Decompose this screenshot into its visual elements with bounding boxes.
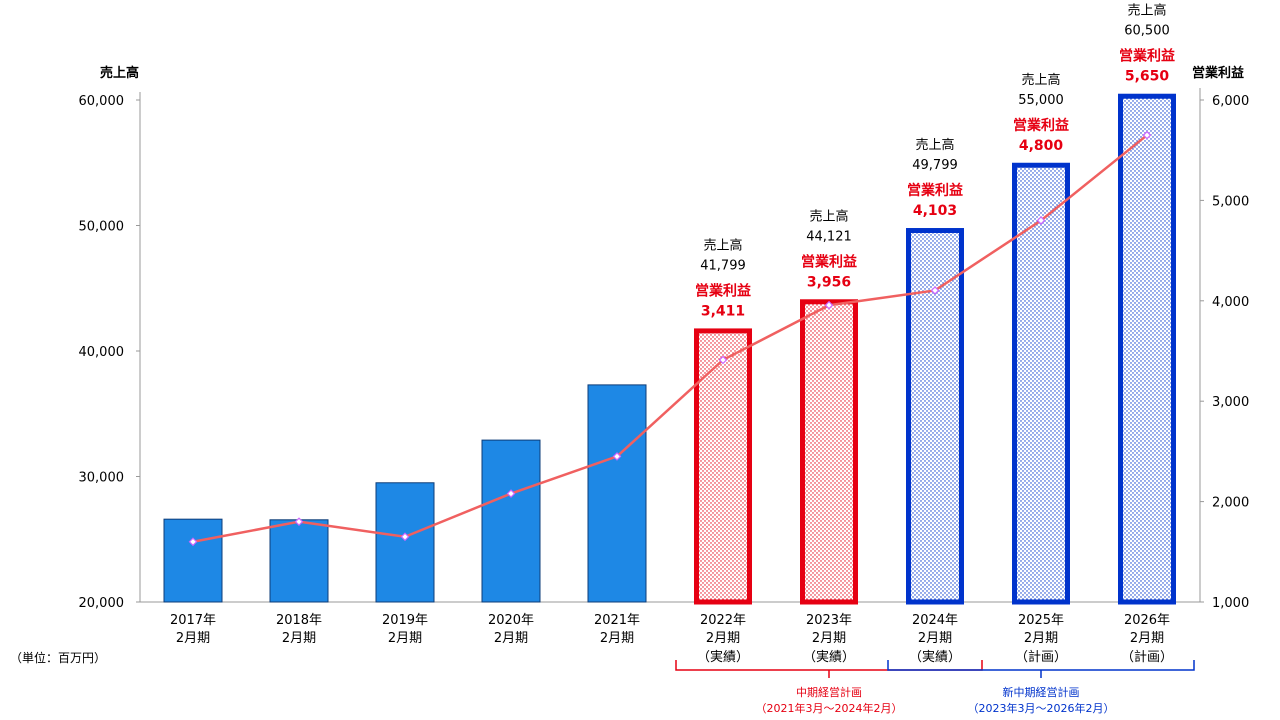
sales-bar xyxy=(481,439,541,603)
category-period: 2月期 xyxy=(494,631,528,646)
right-axis-title: 営業利益 xyxy=(1192,65,1244,81)
category-period: 2月期 xyxy=(388,631,422,646)
category-year: 2025年 xyxy=(1018,613,1064,628)
sales-bar xyxy=(163,518,223,603)
plan-brackets: 中期経営計画 （2021年3月～2024年2月） 新中期経営計画 （2023年3月～2… xyxy=(675,660,1195,715)
profit-value-label: 3,411 xyxy=(701,303,745,319)
profit-value-label: 4,800 xyxy=(1019,138,1064,154)
sales-value-label: 55,000 xyxy=(1018,93,1064,108)
category-status: （計画） xyxy=(1015,649,1067,665)
sales-value-label: 44,121 xyxy=(806,229,852,244)
category-labels: 2017年 2月期 2018年 2月期 2019年 2月期 2020年 2月期 2021年 2月期… xyxy=(170,613,1173,665)
category-period: 2月期 xyxy=(282,631,316,646)
sales-title-label: 売上高 xyxy=(809,208,848,224)
right-axis-ticks: 1,000 2,000 3,000 4,000 5,000 6,000 xyxy=(1200,94,1249,611)
left-tick-label: 60,000 xyxy=(79,94,125,109)
profit-point xyxy=(506,489,516,498)
plan-name: 中期経営計画 xyxy=(796,685,862,699)
profit-point xyxy=(1142,130,1152,140)
category-year: 2021年 xyxy=(594,613,640,628)
category-year: 2023年 xyxy=(806,613,852,628)
category-year: 2020年 xyxy=(488,613,534,628)
left-axis-title: 売上高 xyxy=(100,65,139,81)
plan-range: （2021年3月～2024年2月） xyxy=(756,701,903,715)
right-tick-label: 5,000 xyxy=(1212,194,1249,209)
profit-value-label: 3,956 xyxy=(807,274,851,290)
sales-bar xyxy=(1118,93,1176,605)
category-period: 2月期 xyxy=(1024,631,1058,646)
category-status: （実績） xyxy=(803,649,855,665)
category-year: 2026年 xyxy=(1124,613,1170,628)
sales-title-label: 売上高 xyxy=(1021,72,1060,88)
sales-bars xyxy=(163,93,1176,605)
category-status: （実績） xyxy=(909,649,961,665)
profit-point xyxy=(188,537,198,547)
category-period: 2月期 xyxy=(1130,631,1164,646)
profit-title-label: 営業利益 xyxy=(1013,117,1069,134)
profit-title-label: 営業利益 xyxy=(801,253,857,270)
sales-bar xyxy=(587,384,647,603)
left-axis-ticks: 20,000 30,000 40,000 50,000 60,000 xyxy=(79,94,140,611)
category-year: 2022年 xyxy=(700,613,746,628)
sales-value-label: 41,799 xyxy=(700,258,746,273)
sales-title-label: 売上高 xyxy=(1127,3,1166,19)
right-tick-label: 2,000 xyxy=(1212,496,1249,511)
profit-value-label: 4,103 xyxy=(913,203,957,219)
sales-bar xyxy=(1012,162,1070,605)
category-period: 2月期 xyxy=(918,631,952,646)
profit-title-label: 営業利益 xyxy=(695,282,751,299)
left-tick-label: 20,000 xyxy=(79,596,125,611)
sales-bar xyxy=(800,299,858,605)
plan-bracket xyxy=(675,660,983,678)
plan-range: （2023年3月～2026年2月） xyxy=(968,701,1115,715)
category-year: 2019年 xyxy=(382,613,428,628)
profit-point xyxy=(824,300,834,310)
profit-line-path xyxy=(192,134,1148,543)
right-tick-label: 4,000 xyxy=(1212,295,1249,310)
sales-value-label: 60,500 xyxy=(1124,24,1170,39)
category-period: 2月期 xyxy=(600,631,634,646)
category-year: 2017年 xyxy=(170,613,216,628)
sales-bar xyxy=(694,328,752,605)
left-tick-label: 50,000 xyxy=(79,220,125,235)
profit-value-label: 5,650 xyxy=(1125,69,1170,85)
sales-title-label: 売上高 xyxy=(703,237,742,253)
category-year: 2024年 xyxy=(912,613,958,628)
sales-bar xyxy=(269,519,329,603)
unit-label: （単位：百万円） xyxy=(10,650,106,665)
right-tick-label: 1,000 xyxy=(1212,596,1249,611)
profit-title-label: 営業利益 xyxy=(1119,48,1175,65)
right-tick-label: 3,000 xyxy=(1212,395,1249,410)
category-year: 2018年 xyxy=(276,613,322,628)
right-tick-label: 6,000 xyxy=(1212,94,1249,109)
sales-value-label: 49,799 xyxy=(912,158,958,173)
category-period: 2月期 xyxy=(812,631,846,646)
sales-bar xyxy=(375,482,435,603)
category-period: 2月期 xyxy=(176,631,210,646)
left-tick-label: 30,000 xyxy=(79,471,125,486)
profit-point xyxy=(612,452,622,461)
profit-point xyxy=(1036,216,1046,225)
profit-title-label: 営業利益 xyxy=(907,182,963,199)
sales-bar xyxy=(906,228,964,605)
plan-bracket xyxy=(887,660,1195,678)
left-tick-label: 40,000 xyxy=(79,345,125,360)
profit-point xyxy=(718,355,728,365)
profit-line xyxy=(188,130,1152,547)
sales-title-label: 売上高 xyxy=(915,137,954,153)
plan-name: 新中期経営計画 xyxy=(1003,685,1080,699)
category-status: （計画） xyxy=(1121,649,1173,665)
category-status: （実績） xyxy=(697,649,749,665)
profit-point xyxy=(294,517,304,527)
category-period: 2月期 xyxy=(706,631,740,646)
profit-point xyxy=(930,286,940,295)
data-labels: 3,411 営業利益 41,799 売上高 3,956 営業利益 44,121 売上高 4,10… xyxy=(695,3,1175,320)
profit-point xyxy=(400,532,410,542)
